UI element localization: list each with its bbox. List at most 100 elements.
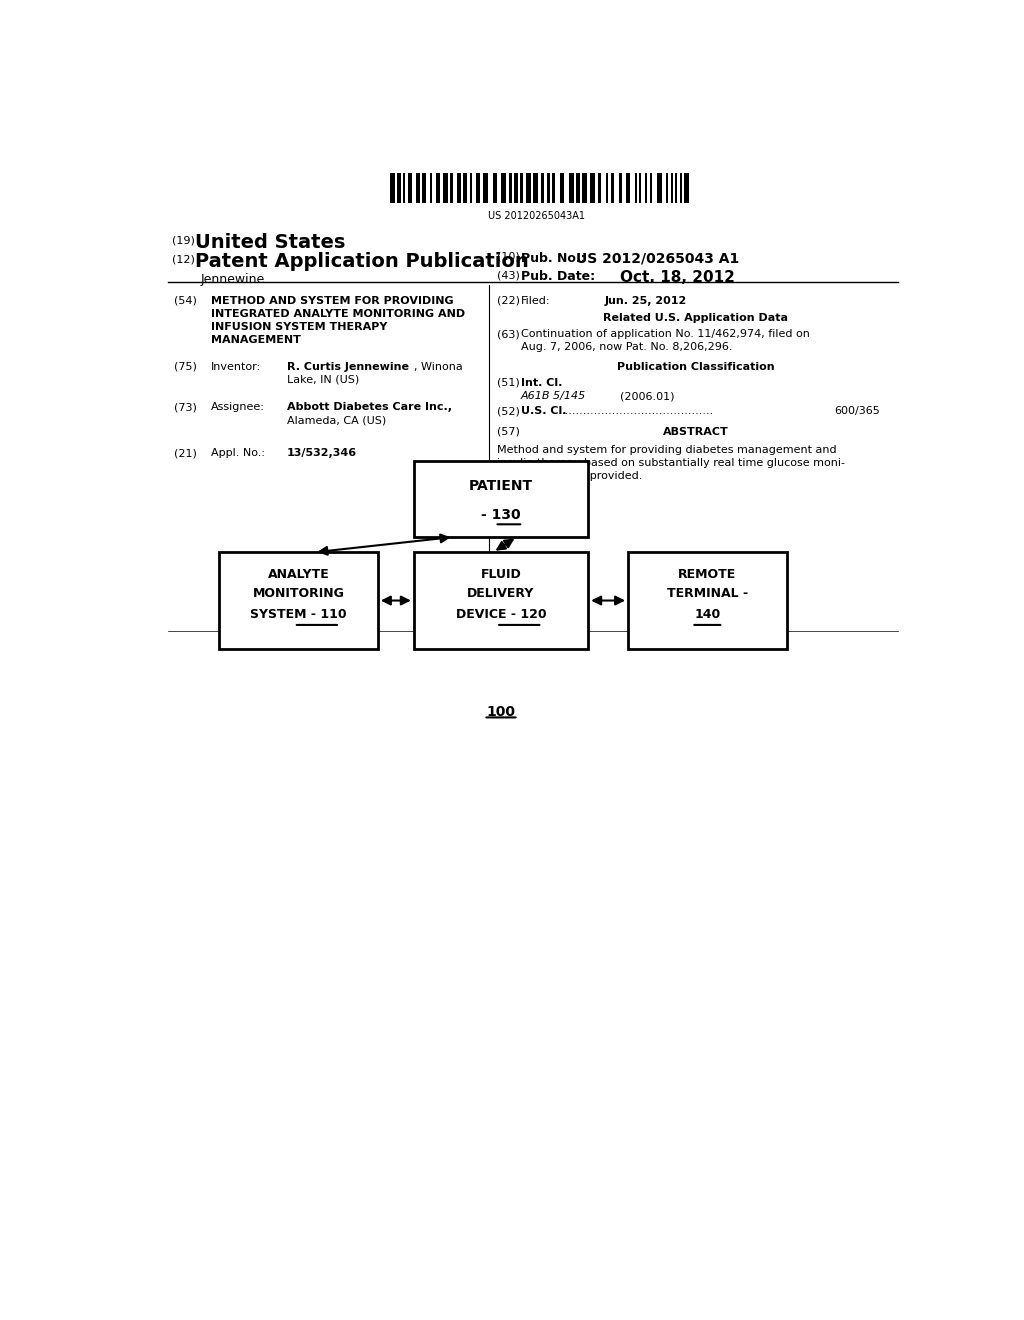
Bar <box>620 173 623 203</box>
Text: (63): (63) <box>497 329 520 339</box>
Bar <box>675 173 677 203</box>
Text: DEVICE - 120: DEVICE - 120 <box>456 609 547 622</box>
Bar <box>657 173 662 203</box>
Text: United States: United States <box>196 232 346 252</box>
Text: (10): (10) <box>497 252 520 261</box>
Text: ..........................................: ........................................… <box>562 407 715 416</box>
Bar <box>645 173 646 203</box>
Bar <box>552 173 555 203</box>
Bar <box>639 173 641 203</box>
Text: Continuation of application No. 11/462,974, filed on: Continuation of application No. 11/462,9… <box>521 329 810 339</box>
Text: Assignee:: Assignee: <box>211 403 265 412</box>
Text: MONITORING: MONITORING <box>253 587 344 599</box>
Text: R. Curtis Jennewine: R. Curtis Jennewine <box>287 362 409 372</box>
Text: (57): (57) <box>497 426 520 437</box>
Text: PATIENT: PATIENT <box>469 479 534 492</box>
Text: 13/532,346: 13/532,346 <box>287 447 356 458</box>
Text: Lake, IN (US): Lake, IN (US) <box>287 375 359 385</box>
Text: Jun. 25, 2012: Jun. 25, 2012 <box>604 296 686 306</box>
Bar <box>390 173 394 203</box>
Bar <box>414 552 588 649</box>
Bar <box>598 173 601 203</box>
Text: (54): (54) <box>174 296 197 306</box>
Text: (52): (52) <box>497 407 520 416</box>
Bar <box>470 173 472 203</box>
Text: A61B 5/145: A61B 5/145 <box>521 391 586 401</box>
Text: ABSTRACT: ABSTRACT <box>663 426 728 437</box>
Bar <box>493 173 497 203</box>
Text: INTEGRATED ANALYTE MONITORING AND: INTEGRATED ANALYTE MONITORING AND <box>211 309 466 319</box>
Text: Patent Application Publication: Patent Application Publication <box>196 252 529 271</box>
Bar <box>541 173 544 203</box>
Text: Appl. No.:: Appl. No.: <box>211 447 265 458</box>
Bar <box>583 173 587 203</box>
Text: FLUID: FLUID <box>480 568 521 581</box>
Bar <box>514 173 518 203</box>
Bar <box>606 173 608 203</box>
Text: INFUSION SYSTEM THERAPY: INFUSION SYSTEM THERAPY <box>211 322 388 333</box>
Text: Pub. No.:: Pub. No.: <box>521 252 586 265</box>
Text: Alameda, CA (US): Alameda, CA (US) <box>287 416 386 425</box>
Text: METHOD AND SYSTEM FOR PROVIDING: METHOD AND SYSTEM FOR PROVIDING <box>211 296 454 306</box>
Text: SYSTEM - 110: SYSTEM - 110 <box>250 609 347 622</box>
Text: , Winona: , Winona <box>414 362 463 372</box>
Bar <box>575 173 580 203</box>
Text: (22): (22) <box>497 296 520 306</box>
Text: - 130: - 130 <box>481 508 521 523</box>
Bar <box>422 173 426 203</box>
Text: TERMINAL -: TERMINAL - <box>667 587 748 599</box>
Text: Abbott Diabetes Care Inc.,: Abbott Diabetes Care Inc., <box>287 403 452 412</box>
Text: REMOTE: REMOTE <box>678 568 736 581</box>
Bar <box>534 173 538 203</box>
Bar <box>520 173 523 203</box>
Text: 140: 140 <box>694 609 721 622</box>
Bar <box>414 461 588 537</box>
Bar <box>650 173 652 203</box>
Text: (12): (12) <box>172 255 195 265</box>
Text: (2006.01): (2006.01) <box>620 391 675 401</box>
Text: Related U.S. Application Data: Related U.S. Application Data <box>603 313 787 323</box>
Text: DELIVERY: DELIVERY <box>467 587 535 599</box>
Text: MANAGEMENT: MANAGEMENT <box>211 335 301 346</box>
Bar <box>219 552 378 649</box>
Bar <box>667 173 669 203</box>
Bar <box>451 173 453 203</box>
Bar <box>526 173 530 203</box>
Text: (43): (43) <box>497 271 520 280</box>
Text: Aug. 7, 2006, now Pat. No. 8,206,296.: Aug. 7, 2006, now Pat. No. 8,206,296. <box>521 342 732 352</box>
Bar <box>628 552 786 649</box>
Bar <box>476 173 480 203</box>
Text: 600/365: 600/365 <box>835 407 880 416</box>
Text: Inventor:: Inventor: <box>211 362 261 372</box>
Bar <box>560 173 564 203</box>
Text: (51): (51) <box>497 378 520 388</box>
Text: US 2012/0265043 A1: US 2012/0265043 A1 <box>577 252 739 265</box>
Text: (75): (75) <box>174 362 197 372</box>
Text: Jennewine: Jennewine <box>201 273 265 286</box>
Bar <box>671 173 673 203</box>
Bar <box>483 173 487 203</box>
Bar <box>402 173 404 203</box>
Bar <box>547 173 550 203</box>
Bar <box>435 173 440 203</box>
Bar <box>396 173 400 203</box>
Text: ANALYTE: ANALYTE <box>267 568 330 581</box>
Bar <box>443 173 449 203</box>
Bar <box>626 173 631 203</box>
Bar <box>430 173 432 203</box>
Bar <box>408 173 412 203</box>
Text: Filed:: Filed: <box>521 296 550 306</box>
Bar <box>502 173 506 203</box>
Bar <box>458 173 461 203</box>
Text: (21): (21) <box>174 447 197 458</box>
Bar <box>684 173 689 203</box>
Bar <box>509 173 512 203</box>
Text: Publication Classification: Publication Classification <box>616 362 774 372</box>
Bar <box>590 173 595 203</box>
Text: Oct. 18, 2012: Oct. 18, 2012 <box>620 271 735 285</box>
Bar <box>635 173 638 203</box>
Text: Int. Cl.: Int. Cl. <box>521 378 562 388</box>
Bar <box>463 173 467 203</box>
Bar <box>680 173 682 203</box>
Bar <box>416 173 420 203</box>
